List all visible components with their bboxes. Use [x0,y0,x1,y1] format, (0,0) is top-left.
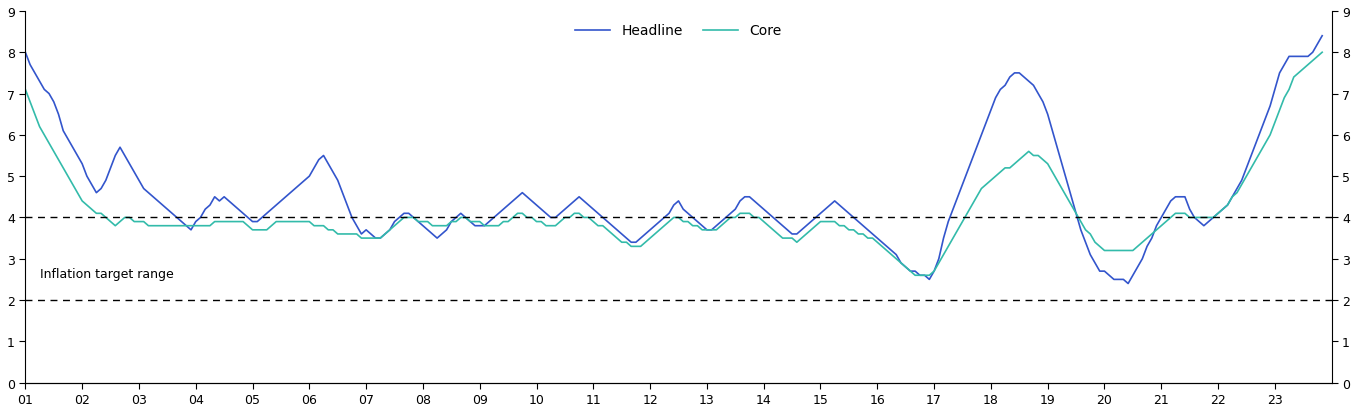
Core [925,269,942,274]
Headline [1120,281,1136,286]
Core [18,88,34,93]
Headline [794,228,810,233]
Headline [1314,34,1330,39]
Core [794,236,810,241]
Core [320,228,337,233]
Headline [320,162,337,167]
Core [906,273,923,278]
Line: Headline: Headline [26,37,1322,284]
Core [737,211,753,216]
Headline [453,211,470,216]
Text: Inflation target range: Inflation target range [39,268,174,281]
Headline [737,195,753,200]
Legend: Headline, Core: Headline, Core [570,19,787,44]
Core [826,220,843,225]
Headline [18,51,34,56]
Headline [826,199,843,204]
Core [453,216,470,221]
Headline [921,277,938,282]
Line: Core: Core [26,53,1322,275]
Core [1314,51,1330,56]
